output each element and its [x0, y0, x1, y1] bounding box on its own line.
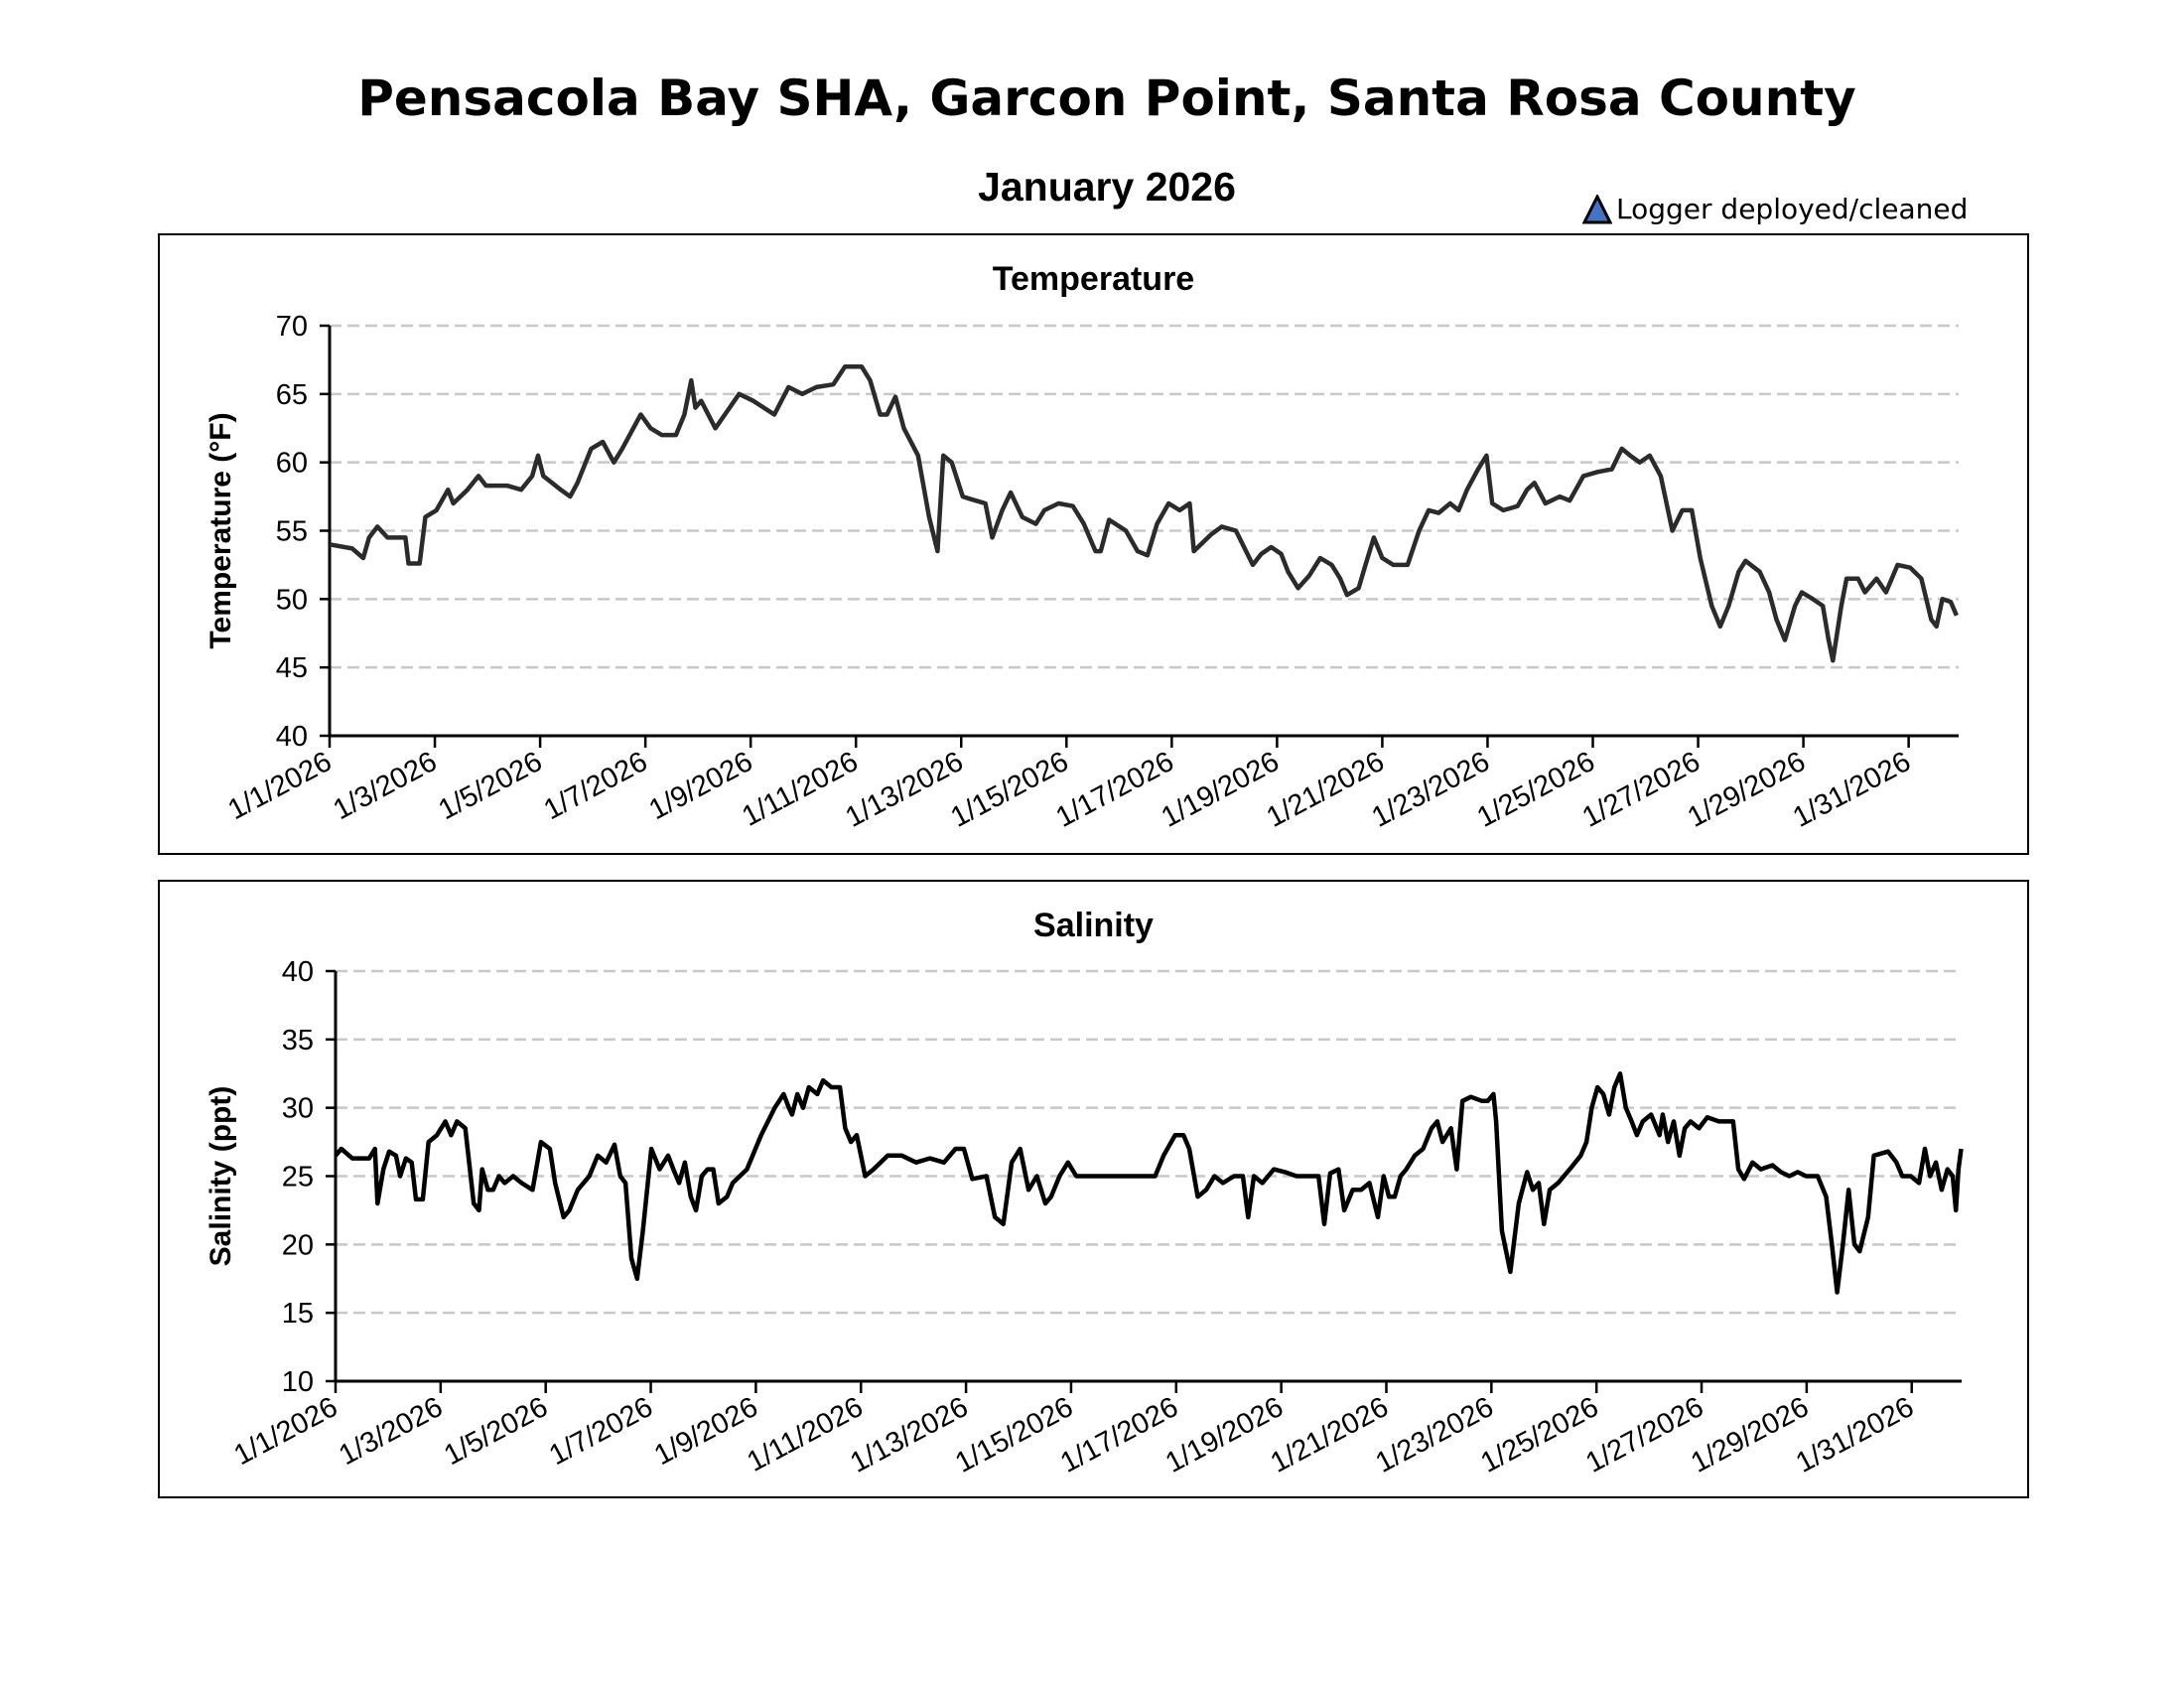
y-tick-label: 65 — [276, 379, 308, 411]
y-axis-label: Temperature (°F) — [205, 412, 237, 648]
y-tick-label: 50 — [276, 584, 308, 616]
page-title: Pensacola Bay SHA, Garcon Point, Santa R… — [357, 70, 1856, 127]
y-tick-label: 40 — [276, 721, 308, 753]
legend-label: Logger deployed/cleaned — [1616, 193, 1969, 225]
series-line-temperature — [329, 364, 1959, 663]
y-axis-label: Salinity (ppt) — [205, 1086, 237, 1267]
chart-panel-salinity: Salinity101520253035401/1/20261/3/20261/… — [158, 880, 2029, 1498]
triangle-icon — [1582, 194, 1612, 223]
y-tick-label: 55 — [276, 516, 308, 548]
series-line-salinity — [334, 1071, 1964, 1295]
y-tick-label: 70 — [276, 311, 308, 343]
legend: Logger deployed/cleaned — [1582, 193, 1968, 225]
page-subtitle: January 2026 — [978, 164, 1236, 210]
y-tick-label: 10 — [282, 1366, 314, 1398]
chart-panel-temperature: Temperature404550556065701/1/20261/3/202… — [158, 233, 2029, 855]
y-tick-label: 25 — [282, 1162, 314, 1194]
y-tick-label: 30 — [282, 1093, 314, 1125]
y-tick-label: 40 — [282, 956, 314, 988]
y-tick-label: 60 — [276, 448, 308, 480]
chart-title: Salinity — [1033, 907, 1154, 944]
y-tick-label: 15 — [282, 1298, 314, 1330]
y-tick-label: 35 — [282, 1025, 314, 1056]
y-tick-label: 45 — [276, 652, 308, 684]
y-tick-label: 20 — [282, 1229, 314, 1261]
chart-title: Temperature — [993, 260, 1194, 298]
